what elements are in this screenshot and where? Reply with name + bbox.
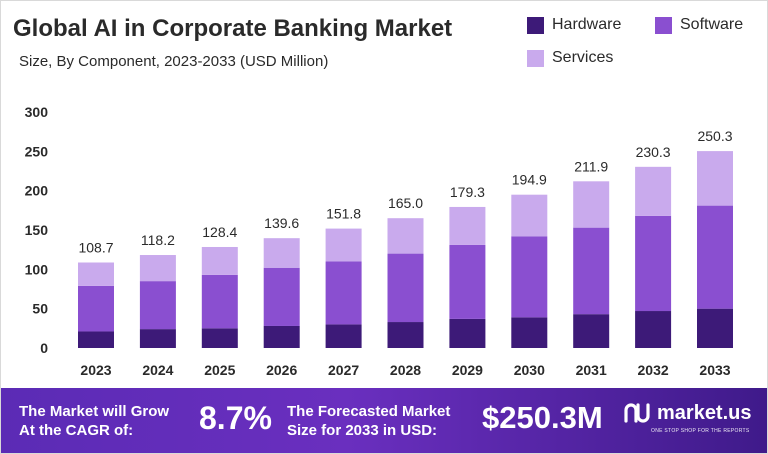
x-tick-label-2033: 2033: [699, 362, 730, 378]
bar-chart: 0 50 100 150 200 250 300 108.7 2023 118.2 2024 128.…: [25, 104, 733, 378]
bar-services-2028: [387, 218, 424, 254]
bar-hardware-2030: [511, 317, 548, 348]
x-tick-label-2026: 2026: [266, 362, 297, 378]
bar-hardware-2025: [201, 328, 238, 348]
data-label-2023: 108.7: [78, 239, 113, 255]
legend-item-services: Services: [527, 49, 613, 67]
x-tick-label-2028: 2028: [390, 362, 421, 378]
legend-label-software: Software: [680, 16, 744, 33]
bar-hardware-2026: [263, 325, 300, 348]
bar-services-2029: [449, 206, 486, 245]
forecast-value: $250.3M: [482, 400, 603, 435]
bar-services-2024: [139, 255, 176, 282]
x-tick-label-2030: 2030: [514, 362, 545, 378]
bar-software-2024: [139, 281, 176, 330]
legend-swatch-hardware: [527, 16, 544, 34]
bar-software-2030: [511, 236, 548, 318]
bar-software-2031: [573, 227, 610, 315]
bar-software-2028: [387, 253, 424, 323]
x-tick-label-2027: 2027: [328, 362, 359, 378]
bar-software-2027: [325, 261, 362, 325]
y-tick-label-200: 200: [25, 183, 49, 199]
x-tick-label-2025: 2025: [204, 362, 235, 378]
bar-hardware-2028: [387, 322, 424, 348]
brand-logo: market.us: [623, 402, 752, 424]
bar-services-2025: [201, 246, 238, 275]
data-label-2032: 230.3: [636, 144, 671, 160]
footer-banner: The Market will Grow At the CAGR of: 8.7…: [1, 388, 767, 453]
x-tick-label-2031: 2031: [576, 362, 607, 378]
bar-services-2027: [325, 228, 362, 262]
bar-software-2032: [635, 215, 672, 312]
data-label-2025: 128.4: [202, 224, 237, 240]
bar-software-2023: [78, 285, 114, 332]
brand-tagline: ONE STOP SHOP FOR THE REPORTS: [651, 428, 750, 434]
y-tick-label-150: 150: [25, 222, 49, 238]
data-label-2029: 179.3: [450, 184, 485, 200]
data-label-2028: 165.0: [388, 195, 423, 211]
bar-software-2033: [697, 205, 733, 309]
x-tick-label-2029: 2029: [452, 362, 483, 378]
cagr-label: The Market will Grow At the CAGR of:: [19, 402, 169, 440]
y-tick-label-50: 50: [32, 301, 48, 317]
bar-hardware-2031: [573, 314, 610, 348]
cagr-label-line2: At the CAGR of:: [19, 422, 134, 439]
legend-swatch-services: [527, 49, 544, 67]
bar-services-2023: [78, 262, 114, 286]
data-label-2031: 211.9: [574, 158, 608, 174]
bar-hardware-2029: [449, 318, 486, 348]
chart-subtitle: Size, By Component, 2023-2033 (USD Milli…: [19, 53, 329, 70]
forecast-label-line1: The Forecasted Market: [287, 403, 451, 420]
data-label-2026: 139.6: [264, 215, 299, 231]
data-label-2024: 118.2: [141, 232, 175, 248]
bar-services-2030: [511, 194, 548, 237]
bar-hardware-2024: [139, 329, 176, 348]
bar-hardware-2033: [697, 308, 733, 348]
forecast-label: The Forecasted Market Size for 2033 in U…: [287, 402, 450, 440]
y-tick-label-0: 0: [40, 340, 48, 356]
cagr-label-line1: The Market will Grow: [19, 403, 170, 420]
x-tick-label-2023: 2023: [80, 362, 111, 378]
legend-label-services: Services: [552, 49, 614, 66]
y-tick-label-250: 250: [25, 143, 49, 159]
brand-name: market.us: [657, 402, 752, 424]
data-label-2030: 194.9: [512, 172, 547, 188]
data-label-2027: 151.8: [326, 206, 361, 222]
data-label-2033: 250.3: [697, 128, 732, 144]
y-tick-label-300: 300: [25, 104, 49, 120]
bar-hardware-2023: [78, 331, 114, 348]
bar-services-2026: [263, 238, 300, 268]
bar-software-2025: [201, 274, 238, 329]
x-tick-label-2032: 2032: [638, 362, 669, 378]
bar-hardware-2027: [325, 324, 362, 348]
chart-title: Global AI in Corporate Banking Market: [13, 15, 453, 42]
bar-hardware-2032: [635, 311, 672, 348]
market-us-logo-icon: [624, 403, 650, 423]
bar-services-2033: [697, 151, 733, 206]
forecast-label-line2: Size for 2033 in USD:: [287, 422, 438, 439]
bar-services-2032: [635, 166, 672, 216]
legend-item-software: Software: [655, 16, 743, 34]
bar-software-2029: [449, 244, 486, 319]
legend-item-hardware: Hardware: [527, 16, 621, 34]
legend-swatch-software: [655, 16, 672, 34]
bar-services-2031: [573, 181, 610, 228]
cagr-value: 8.7%: [199, 400, 272, 436]
x-tick-label-2024: 2024: [142, 362, 173, 378]
legend-label-hardware: Hardware: [552, 16, 622, 33]
bar-software-2026: [263, 267, 300, 326]
y-tick-label-100: 100: [25, 261, 49, 277]
